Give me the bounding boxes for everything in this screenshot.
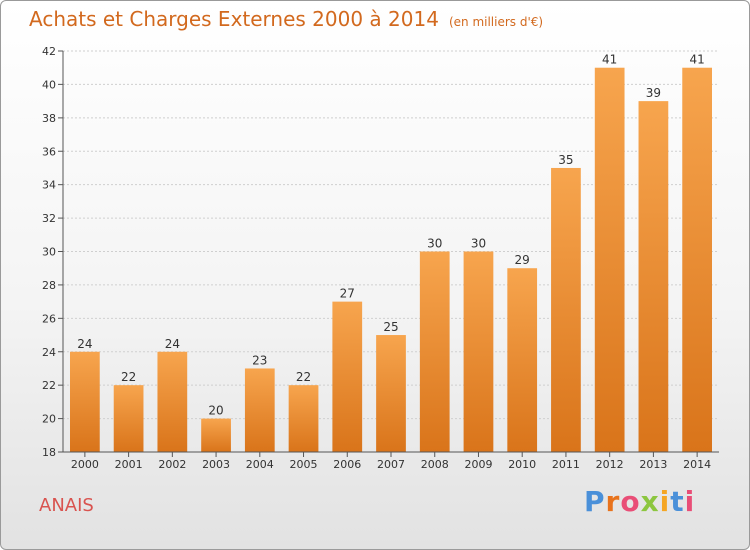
y-tick-label: 38 — [42, 112, 56, 125]
x-tick-label: 2008 — [421, 458, 449, 471]
bar — [113, 385, 144, 452]
y-tick-label: 26 — [42, 312, 56, 325]
x-tick-label: 2011 — [552, 458, 580, 471]
x-tick-label: 2000 — [71, 458, 99, 471]
y-tick-label: 32 — [42, 212, 56, 225]
bar — [507, 268, 538, 452]
x-tick-label: 2005 — [290, 458, 318, 471]
y-tick-label: 40 — [42, 78, 56, 91]
data-label: 24 — [165, 337, 180, 351]
data-label: 30 — [427, 237, 442, 251]
data-label: 22 — [121, 370, 136, 384]
data-label: 25 — [383, 320, 398, 334]
brand-letter: P — [584, 485, 606, 518]
bar — [682, 67, 713, 452]
bar — [376, 335, 406, 452]
location-label: ANAIS — [39, 495, 94, 516]
data-label: 23 — [252, 353, 267, 367]
brand-letter: x — [640, 485, 660, 518]
bar — [463, 251, 494, 452]
y-tick-label: 34 — [42, 179, 56, 192]
x-tick-label: 2009 — [464, 458, 492, 471]
x-tick-label: 2003 — [202, 458, 230, 471]
x-tick-label: 2014 — [683, 458, 711, 471]
data-label: 35 — [558, 153, 573, 167]
data-label: 24 — [77, 337, 92, 351]
data-label: 41 — [602, 53, 617, 67]
bar — [244, 368, 275, 452]
data-label: 22 — [296, 370, 311, 384]
chart-unit: (en milliers d'€) — [448, 15, 544, 29]
axes: 18 20 22 24 26 28 30 32 34 36 38 40 42 2000 2001 2002 20… — [42, 45, 719, 471]
brand-letter: i — [684, 485, 696, 518]
chart-title: Achats et Charges Externes 2000 à 2014 (e… — [29, 7, 543, 31]
bar — [201, 418, 231, 452]
y-tick-label: 30 — [42, 246, 56, 259]
data-label: 30 — [471, 237, 486, 251]
x-tick-label: 2004 — [246, 458, 274, 471]
brand-letter: t — [670, 485, 685, 518]
x-tick-label: 2001 — [115, 458, 143, 471]
bar — [288, 385, 319, 452]
bar — [69, 351, 100, 452]
x-tick-label: 2007 — [377, 458, 405, 471]
y-tick-label: 22 — [42, 379, 56, 392]
brand-letter: o — [620, 485, 641, 518]
bar — [332, 301, 363, 452]
data-labels: 24 22 24 20 23 22 27 25 30 30 29 35 41 39 41 — [77, 53, 705, 418]
bar — [594, 67, 625, 452]
brand-letter: i — [659, 485, 671, 518]
x-tick-label: 2002 — [158, 458, 186, 471]
bar — [157, 351, 188, 452]
chart-title-text: Achats et Charges Externes 2000 à 2014 — [29, 7, 439, 31]
bar — [419, 251, 450, 452]
bar — [638, 101, 669, 452]
x-tick-label: 2012 — [596, 458, 624, 471]
brand-letter: r — [605, 485, 621, 518]
bar — [551, 167, 581, 453]
y-tick-label: 20 — [42, 413, 56, 426]
y-tick-label: 24 — [42, 346, 56, 359]
data-label: 27 — [340, 287, 355, 301]
data-label: 41 — [689, 53, 704, 67]
data-label: 39 — [646, 86, 661, 100]
data-label: 29 — [515, 253, 530, 267]
y-tick-label: 28 — [42, 279, 56, 292]
x-tick-label: 2010 — [508, 458, 536, 471]
y-tick-label: 36 — [42, 145, 56, 158]
proxiti-logo[interactable]: Proxiti — [584, 485, 695, 518]
x-tick-label: 2006 — [333, 458, 361, 471]
x-tick-label: 2013 — [639, 458, 667, 471]
y-tick-label: 42 — [42, 45, 56, 58]
bars — [69, 67, 713, 453]
data-label: 20 — [208, 404, 223, 418]
y-tick-label: 18 — [42, 446, 56, 459]
